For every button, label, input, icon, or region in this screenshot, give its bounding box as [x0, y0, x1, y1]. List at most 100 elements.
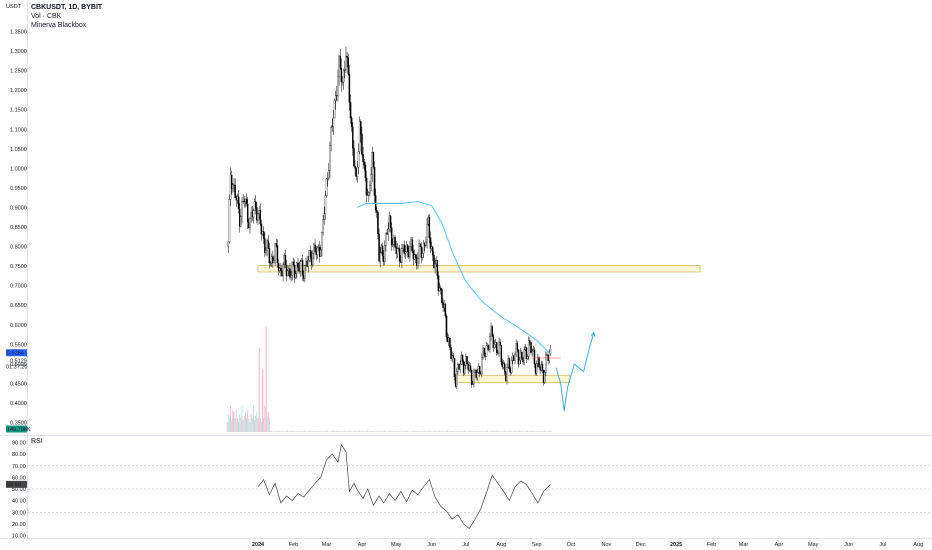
candle-body — [282, 264, 284, 277]
candle-body — [316, 247, 319, 256]
volume-bar — [461, 430, 463, 432]
volume-bar — [506, 431, 508, 432]
candle-body — [401, 248, 403, 263]
volume-bar — [421, 431, 423, 432]
candle-body — [545, 354, 547, 373]
volume-bar — [431, 431, 433, 432]
volume-bar — [360, 431, 362, 432]
candle-body — [325, 178, 328, 196]
candle-body — [456, 371, 458, 387]
volume-bar — [533, 431, 535, 432]
volume-bar — [514, 431, 516, 432]
rsi-tick-label: 10.00 — [12, 534, 26, 540]
volume-bar — [475, 430, 477, 432]
candle-body — [459, 364, 461, 370]
candle-body — [237, 196, 240, 209]
candle-body — [444, 304, 447, 317]
volume-bar — [227, 414, 229, 432]
volume-bar — [417, 431, 419, 432]
time-tick-label: Jun — [844, 542, 853, 548]
volume-bar — [495, 431, 497, 432]
volume-bar — [249, 422, 251, 432]
volume-bar — [458, 430, 460, 432]
candle-body — [353, 147, 355, 167]
volume-bar — [337, 431, 339, 432]
candle-body — [360, 121, 362, 135]
candle-body — [234, 185, 236, 198]
candle-body — [330, 127, 332, 146]
price-tick-label: 0.9000 — [10, 205, 27, 211]
candle-body — [373, 166, 376, 196]
price-tick-label: 0.5000 — [10, 362, 27, 368]
volume-bar — [480, 431, 482, 432]
volume-bar — [292, 430, 294, 432]
volume-bar — [450, 430, 452, 432]
candle-body — [491, 326, 493, 336]
volume-indicator-label[interactable]: Vol · CBK — [31, 13, 62, 20]
volume-bar — [282, 431, 284, 432]
candle-body — [294, 273, 297, 278]
volume-bar — [332, 430, 334, 432]
candle-body — [272, 256, 274, 263]
candle-body — [398, 248, 401, 262]
volume-bar — [507, 430, 509, 432]
candle-body — [530, 342, 532, 353]
volume-bar — [520, 431, 522, 432]
rsi-pane-label[interactable]: RSI — [31, 438, 43, 445]
volume-bar — [315, 430, 317, 432]
volume-bar — [364, 431, 366, 432]
volume-spike-bar — [258, 348, 260, 432]
candle-body — [374, 195, 377, 211]
candle-body — [341, 81, 344, 83]
volume-bar — [241, 406, 243, 432]
candle-body — [340, 67, 343, 83]
candle-body — [368, 192, 370, 196]
price-tick-label: 0.6000 — [10, 323, 27, 329]
volume-bar — [286, 431, 287, 432]
rsi-tick-label: 20.00 — [12, 522, 26, 528]
volume-bar — [498, 430, 500, 432]
candle-body — [336, 95, 338, 97]
volume-bar — [428, 431, 430, 432]
volume-bar — [434, 431, 436, 432]
volume-bar — [238, 422, 239, 432]
volume-bar — [460, 431, 462, 432]
volume-bar — [544, 430, 546, 432]
volume-bar — [259, 418, 261, 432]
volume-bar — [399, 431, 401, 432]
candle-body — [276, 245, 279, 264]
candle-body — [314, 244, 316, 252]
candle-body — [426, 224, 428, 243]
price-tick-label: 1.3500 — [10, 30, 27, 36]
rsi-tick-label: 50.00 — [12, 487, 26, 493]
volume-bar — [320, 431, 322, 432]
candle-body — [483, 347, 485, 356]
time-tick-label: Apr — [358, 542, 367, 548]
candle-body — [356, 166, 359, 177]
volume-bar — [271, 431, 273, 432]
symbol-title[interactable]: CBKUSDT, 1D, BYBIT — [31, 4, 103, 11]
candle-body — [352, 126, 354, 149]
candle-body — [357, 151, 360, 168]
volume-bar — [407, 430, 409, 432]
candle-body — [366, 194, 369, 196]
volume-bar — [321, 430, 323, 432]
candle-body — [389, 215, 392, 228]
price-tick-label: 0.4000 — [10, 401, 27, 407]
candle-body — [390, 227, 393, 246]
candle-body — [538, 357, 540, 368]
candle-body — [411, 239, 413, 251]
volume-bar — [257, 418, 259, 432]
volume-bar — [297, 431, 299, 432]
candle-body — [241, 201, 243, 217]
time-tick-label: Mar — [322, 542, 332, 548]
volume-bar — [429, 430, 431, 432]
indicator-label[interactable]: Minerva Blackbox — [31, 22, 87, 29]
candle-body — [297, 262, 299, 268]
volume-bar — [290, 430, 292, 432]
candle-body — [346, 55, 348, 58]
volume-bar — [451, 431, 453, 432]
volume-bar — [492, 430, 494, 432]
volume-bar — [457, 431, 459, 432]
